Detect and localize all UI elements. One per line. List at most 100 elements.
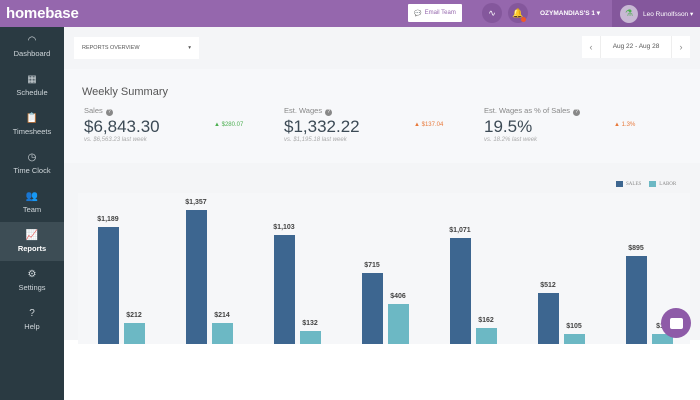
location-dropdown[interactable]: OZYMANDIAS'S 1 ▾ (540, 10, 601, 17)
sales-bar[interactable] (362, 273, 383, 344)
help-icon: ? (29, 307, 35, 319)
legend-sales: SALES (616, 181, 641, 187)
sidebar-item-label: Settings (18, 282, 46, 292)
metric-value: $6,843.30 (84, 117, 160, 136)
weekly-summary: Weekly Summary Sales? $6,843.30 vs. $6,5… (64, 69, 700, 163)
report-select[interactable]: REPORTS OVERVIEW ▾ (74, 37, 199, 59)
email-team-button[interactable]: 💬 Email Team (408, 4, 462, 22)
chevron-right-icon[interactable]: › (679, 42, 683, 52)
avatar: ⚗ (620, 4, 638, 23)
legend-labor: LABOR (649, 181, 676, 187)
sidebar-item-schedule[interactable]: ▦ Schedule (0, 66, 64, 105)
settings-icon: ⚙ (27, 268, 37, 280)
user-menu[interactable]: ⚗ Leo Runolfsson ▾ (612, 0, 700, 27)
bell-icon[interactable]: 🔔 (508, 3, 528, 23)
help-icon[interactable]: ? (325, 109, 333, 116)
sales-bar-label: $895 (628, 244, 644, 252)
sales-bar[interactable] (98, 226, 119, 344)
metric-delta: ▲ $137.04 (414, 122, 444, 128)
date-range[interactable]: Aug 22 - Aug 28 (600, 36, 672, 58)
chart-area: $1,189 $1,357 $1,103 $715 $1,071 $512 $895 $212… (78, 193, 690, 344)
sidebar-item-settings[interactable]: ⚙ Settings (0, 261, 64, 300)
chat-icon (669, 317, 683, 329)
activity-icon[interactable]: ∿ (482, 3, 502, 23)
labor-bar[interactable] (300, 330, 321, 344)
labor-bar-label: $162 (478, 317, 494, 324)
sales-bar-label: $1,357 (185, 199, 207, 206)
bottom-area (64, 344, 700, 400)
legend-label: SALES (626, 182, 642, 188)
email-team-label: Email Team (424, 10, 456, 16)
sidebar-item-label: Time Clock (13, 165, 51, 175)
labor-bar-label: $406 (390, 292, 406, 300)
sales-bar-label: $512 (540, 282, 556, 290)
sidebar-item-label: Team (22, 204, 42, 214)
summary-title: Weekly Summary (82, 86, 168, 98)
sidebar-item-timesheets[interactable]: 📋 Timesheets (0, 105, 64, 144)
metric-label-text: Est. Wages (284, 106, 323, 115)
reports-icon: 📈 (25, 229, 39, 241)
sidebar-item-label: Timesheets (12, 126, 52, 136)
labor-bar[interactable] (564, 333, 585, 344)
schedule-icon: ▦ (27, 73, 37, 85)
sidebar-item-label: Help (24, 321, 40, 331)
sales-bar[interactable] (274, 235, 295, 344)
top-bar: homebase 💬 Email Team ∿ 🔔 OZYMANDIAS'S 1 … (0, 0, 700, 27)
metric-1: Est. Wages? $1,332.22 vs. $1,195.18 last… (284, 106, 454, 143)
labor-bar[interactable] (388, 303, 409, 344)
date-range-picker: ‹ Aug 22 - Aug 28 › (582, 36, 690, 58)
labor-bar-label: $214 (214, 311, 230, 319)
sales-bar-label: $715 (364, 262, 380, 270)
logo[interactable]: homebase (6, 5, 79, 22)
metric-label: Est. Wages as % of Sales? (484, 106, 654, 116)
chat-bubble-icon: 💬 (414, 10, 422, 17)
metric-0: Sales? $6,843.30 vs. $6,563.23 last week… (84, 106, 254, 143)
labor-bar[interactable] (212, 322, 233, 344)
user-name: Leo Runolfsson ▾ (643, 10, 694, 18)
sales-bar[interactable] (538, 293, 559, 344)
chevron-left-icon[interactable]: ‹ (589, 42, 593, 52)
legend-label: LABOR (659, 182, 677, 188)
sidebar-item-reports[interactable]: 📈 Reports (0, 222, 64, 261)
metric-value: $1,332.22 (284, 117, 360, 136)
help-icon[interactable]: ? (105, 109, 113, 116)
metric-delta: ▲ $280.07 (214, 122, 244, 128)
metric-comparison: vs. 18.2% last week (484, 137, 538, 143)
metric-label: Sales? (84, 106, 254, 116)
metric-label-text: Est. Wages as % of Sales (484, 106, 571, 115)
metric-value: 19.5% (484, 117, 533, 136)
notification-dot (521, 17, 526, 22)
sidebar-item-label: Reports (17, 243, 47, 253)
sidebar-item-dashboard[interactable]: ◠ Dashboard (0, 27, 64, 66)
sidebar-item-help[interactable]: ? Help (0, 300, 64, 339)
metric-comparison: vs. $1,195.18 last week (284, 137, 347, 143)
time-clock-icon: ◷ (27, 151, 37, 163)
labor-bar[interactable] (652, 334, 673, 344)
metric-comparison: vs. $6,563.23 last week (84, 137, 147, 143)
team-icon: 👥 (25, 190, 39, 202)
dashboard-icon: ◠ (27, 34, 37, 46)
sales-bar-label: $1,071 (449, 227, 471, 235)
legend-swatch (616, 181, 623, 187)
report-select-value: REPORTS OVERVIEW (82, 45, 140, 51)
legend-swatch (649, 181, 657, 187)
caret-down-icon: ▾ (188, 45, 191, 51)
chat-button[interactable] (661, 308, 691, 338)
sidebar-item-time-clock[interactable]: ◷ Time Clock (0, 144, 64, 183)
labor-bar[interactable] (124, 323, 145, 344)
help-icon[interactable]: ? (573, 109, 581, 116)
timesheets-icon: 📋 (25, 112, 39, 124)
sales-bar-label: $1,103 (273, 224, 295, 232)
sales-bar[interactable] (626, 255, 647, 344)
chart-legend: SALES LABOR (616, 181, 676, 187)
labor-bar[interactable] (476, 328, 497, 344)
metric-label: Est. Wages? (284, 106, 454, 116)
metric-2: Est. Wages as % of Sales? 19.5% vs. 18.2… (484, 106, 654, 143)
metric-label-text: Sales (84, 106, 103, 115)
sales-bar[interactable] (186, 210, 207, 344)
sidebar: ◠ Dashboard ▦ Schedule 📋 Timesheets ◷ Time Cloc… (0, 27, 64, 400)
sales-bar-label: $1,189 (97, 215, 119, 223)
sales-bar[interactable] (450, 238, 471, 344)
metric-delta: ▲ 1.3% (614, 122, 636, 128)
sidebar-item-team[interactable]: 👥 Team (0, 183, 64, 222)
